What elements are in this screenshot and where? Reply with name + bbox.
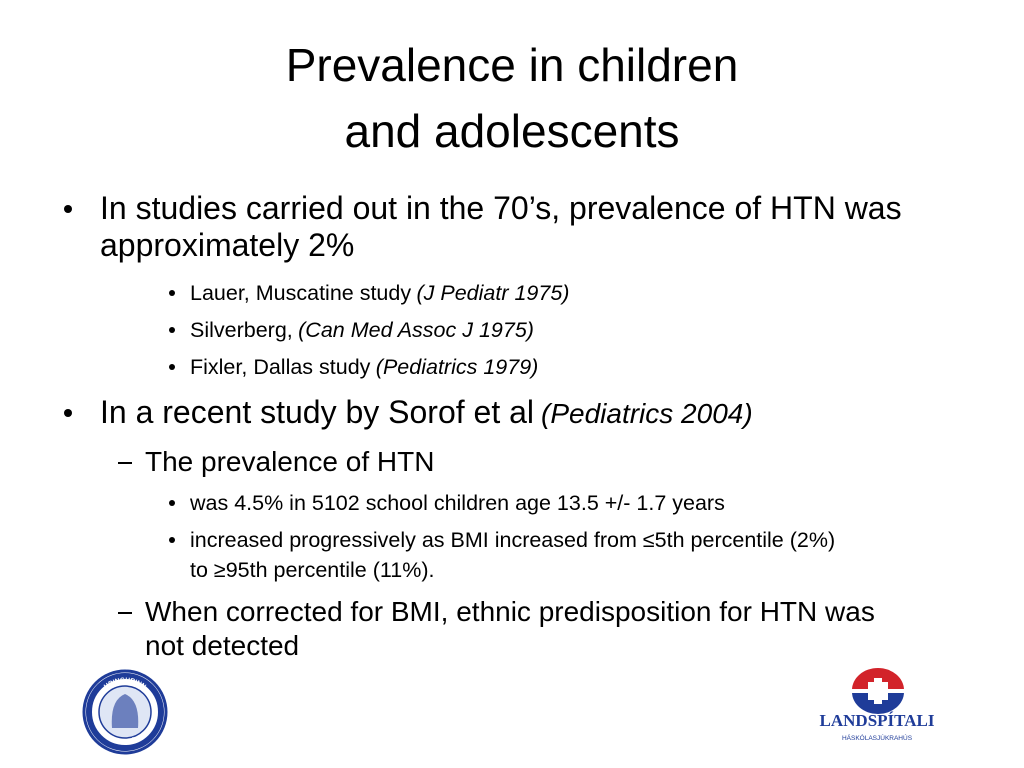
bullet: In studies carried out in the 70’s, prev… — [64, 190, 940, 264]
title-line: and adolescents — [344, 105, 680, 157]
citation: (Can Med Assoc J 1975) — [298, 318, 534, 342]
bullet-text: In studies carried out in the 70’s, prev… — [100, 190, 902, 263]
citation: (J Pediatr 1975) — [416, 281, 570, 305]
sub-bullet: The prevalence of HTN — [118, 445, 915, 479]
bullet-text: Lauer, Muscatine study — [190, 281, 412, 305]
bullet-text: The prevalence of HTN — [145, 446, 435, 477]
citation: (Pediatrics 1979) — [375, 355, 539, 379]
logo-subtitle: HÁSKÓLASJÚKRAHÚS — [842, 733, 913, 742]
sub-bullet: When corrected for BMI, ethnic predispos… — [118, 595, 915, 663]
citation: (Pediatrics 2004) — [541, 398, 753, 429]
bullet-text: When corrected for BMI, ethnic predispos… — [145, 596, 875, 661]
bullet-text: increased progressively as BMI increased… — [190, 528, 836, 582]
bullet: In a recent study by Sorof et al (Pediatr… — [64, 394, 940, 432]
bullet-text: Silverberg, — [190, 318, 293, 342]
bullet-text: In a recent study by Sorof et al — [100, 394, 535, 430]
bullet: Silverberg, (Can Med Assoc J 1975) — [169, 315, 855, 345]
title-line: Prevalence in children — [285, 39, 739, 91]
left-logo: HRINGURINN BARNASPÍTALI — [82, 669, 168, 755]
bullet-text: Fixler, Dallas study — [190, 355, 371, 379]
logo-name: LANDSPÍTALI — [820, 711, 935, 730]
right-logo: LANDSPÍTALI HÁSKÓLASJÚKRAHÚS — [820, 668, 935, 742]
bullet-text: was 4.5% in 5102 school children age 13.… — [190, 491, 725, 515]
bullet: Fixler, Dallas study (Pediatrics 1979) — [169, 352, 855, 382]
bullet: increased progressively as BMI increased… — [169, 525, 855, 585]
bullet: was 4.5% in 5102 school children age 13.… — [169, 488, 855, 518]
bullet: Lauer, Muscatine study (J Pediatr 1975) — [169, 278, 855, 308]
